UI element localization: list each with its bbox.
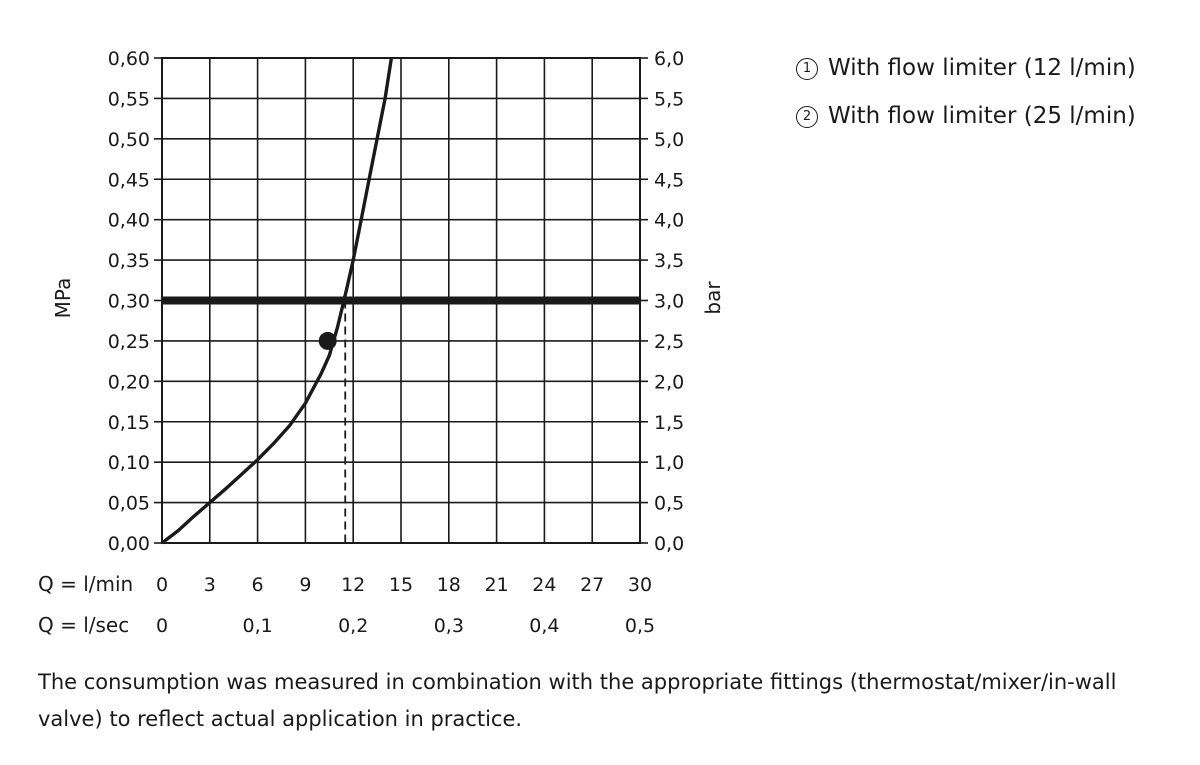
x2-axis-label: Q = l/sec (38, 613, 129, 637)
x-tick-label: 15 (389, 574, 413, 596)
x-tick-label: 27 (580, 574, 604, 596)
left-tick-label: 0,05 (108, 493, 150, 515)
x2-axis-ticks: 0 0,1 0,2 0,3 0,4 0,5 (156, 615, 655, 637)
x-tick-label: 21 (485, 574, 509, 596)
right-tick-label: 1,0 (654, 452, 684, 474)
x2-tick-label: 0,4 (529, 615, 559, 637)
right-axis-ticks: 0,0 0,5 1,0 1,5 2,0 2,5 3,0 3,5 4,0 4,5 5,0 5,5 6,0 (640, 48, 684, 555)
left-tick-label: 0,10 (108, 452, 150, 474)
y-axis-label: MPa (51, 278, 75, 319)
left-tick-label: 0,25 (108, 331, 150, 353)
flow-pressure-chart: 0,000,050,100,150,200,250,300,350,400,45… (38, 48, 725, 637)
right-tick-label: 0,5 (654, 493, 684, 515)
left-tick-label: 0,40 (108, 210, 150, 232)
x2-tick-label: 0,2 (338, 615, 368, 637)
left-tick-label: 0,20 (108, 371, 150, 393)
legend-label-2: With flow limiter (25 l/min) (828, 103, 1136, 129)
x-tick-label: 24 (532, 574, 556, 596)
right-tick-label: 4,0 (654, 210, 684, 232)
flow-curve (160, 57, 394, 545)
left-tick-label: 0,30 (108, 291, 150, 313)
x2-tick-label: 0,3 (434, 615, 464, 637)
right-tick-label: 1,5 (654, 412, 684, 434)
right-tick-label: 2,5 (654, 331, 684, 353)
left-axis-ticks: 0,00 0,05 0,10 0,15 0,20 0,25 0,30 0,35 0,40 0,45… (108, 48, 162, 555)
left-tick-label: 0,55 (108, 88, 150, 110)
right-tick-label: 5,5 (654, 88, 684, 110)
x-axis-ticks: 0 3 6 9 12 15 18 21 24 27 30 (156, 574, 652, 596)
right-tick-label: 6,0 (654, 48, 684, 70)
legend-number-2: 2 (796, 106, 818, 128)
x-tick-label: 12 (341, 574, 365, 596)
x2-tick-label: 0,5 (625, 615, 655, 637)
left-tick-label: 0,00 (108, 533, 150, 555)
legend-item-2: 2 With flow limiter (25 l/min) (796, 103, 1136, 129)
x2-tick-label: 0,1 (242, 615, 272, 637)
right-tick-label: 3,5 (654, 250, 684, 272)
left-tick-label: 0,60 (108, 48, 150, 70)
footnote: The consumption was measured in combinat… (38, 670, 1117, 731)
x-tick-label: 30 (628, 574, 652, 596)
x-axis-label: Q = l/min (38, 572, 133, 596)
y2-axis-label: bar (701, 281, 725, 315)
x2-tick-label: 0 (156, 615, 168, 637)
legend-number-1: 1 (796, 58, 818, 80)
right-tick-label: 4,5 (654, 169, 684, 191)
x-tick-label: 9 (299, 574, 311, 596)
right-tick-label: 0,0 (654, 533, 684, 555)
left-tick-label: 0,15 (108, 412, 150, 434)
x-tick-label: 0 (156, 574, 168, 596)
x-tick-label: 18 (437, 574, 461, 596)
x-tick-label: 3 (204, 574, 216, 596)
right-tick-label: 2,0 (654, 371, 684, 393)
right-tick-label: 5,0 (654, 129, 684, 151)
left-tick-label: 0,35 (108, 250, 150, 272)
left-tick-label: 0,50 (108, 129, 150, 151)
x-tick-label: 6 (252, 574, 264, 596)
legend-item-1: 1 With flow limiter (12 l/min) (796, 55, 1136, 81)
operating-point-marker (318, 331, 337, 350)
legend-label-1: With flow limiter (12 l/min) (828, 55, 1136, 81)
right-tick-label: 3,0 (654, 291, 684, 313)
left-tick-label: 0,45 (108, 169, 150, 191)
